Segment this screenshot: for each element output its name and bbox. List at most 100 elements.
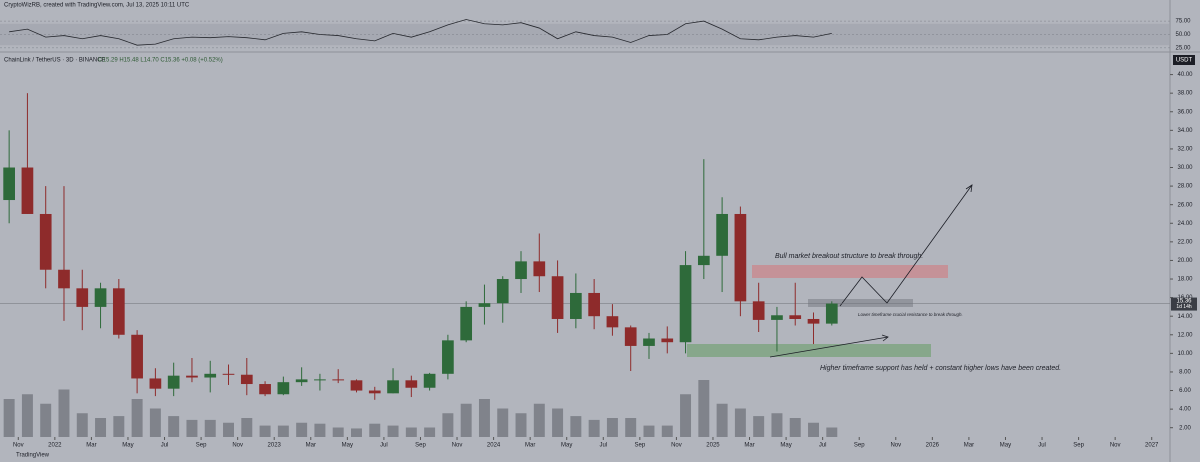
x-tick-label: Sep — [854, 443, 865, 449]
candle-body — [186, 375, 198, 378]
rsi-tick-label: 75.00 — [1175, 19, 1191, 25]
candle-body — [771, 315, 783, 320]
x-tick-label: Jul — [380, 443, 388, 449]
x-tick-label: Sep — [196, 443, 207, 449]
y-tick-label: 28.00 — [1177, 184, 1193, 190]
volume-bar — [21, 394, 33, 437]
candle-body — [697, 255, 710, 266]
candle-body — [661, 338, 674, 343]
x-tick-label: 2024 — [487, 443, 501, 449]
annotation: Lower timeframe crucial resistance to br… — [858, 312, 963, 317]
y-tick-label: 12.00 — [1177, 332, 1193, 338]
volume-bar — [277, 425, 289, 437]
x-tick-label: Jul — [1038, 443, 1046, 449]
y-tick-label: 10.00 — [1177, 351, 1193, 357]
candle-body — [551, 276, 564, 319]
volume-bar — [680, 394, 692, 437]
x-tick-label: 2027 — [1145, 443, 1159, 449]
volume-bar — [606, 418, 618, 437]
volume-bar — [789, 418, 801, 437]
rsi-tick-label: 25.00 — [1175, 45, 1191, 51]
rsi-line — [9, 19, 832, 46]
candle-body — [368, 390, 381, 394]
y-tick-label: 22.00 — [1177, 239, 1193, 245]
watermark-text: TradingView — [16, 453, 50, 459]
candle-body — [515, 261, 527, 280]
volume-bar — [570, 416, 582, 437]
volume-bar — [259, 425, 271, 437]
candle-body — [588, 292, 600, 317]
volume-bar — [3, 399, 15, 437]
volume-bar — [131, 399, 143, 437]
volume-bar — [588, 419, 600, 437]
candle-body — [39, 213, 52, 270]
candle-body — [94, 288, 107, 307]
volume-bar — [95, 418, 107, 437]
volume-bar — [497, 408, 509, 437]
candle-body — [332, 379, 345, 381]
volume-bar — [753, 416, 765, 437]
x-tick-label: May — [780, 443, 791, 449]
candle-body — [825, 303, 838, 324]
x-tick-label: Jul — [161, 443, 169, 449]
volume-bar — [314, 423, 326, 437]
volume-bar — [76, 413, 88, 437]
volume-bar — [698, 380, 710, 437]
volume-bar — [332, 427, 344, 437]
volume-bar — [442, 413, 454, 437]
volume-bar — [296, 422, 308, 437]
candle-body — [442, 340, 454, 374]
volume-bar — [387, 425, 399, 437]
x-tick-label: May — [122, 443, 133, 449]
x-tick-label: 2025 — [706, 443, 720, 449]
candle-body — [222, 373, 235, 375]
ohlc-readout: O15.29 H15.48 L14.70 C15.36 +0.08 (+0.52… — [98, 58, 223, 64]
x-tick-label: Mar — [525, 443, 535, 449]
last-price-tag — [1171, 297, 1197, 311]
volume-bar — [716, 403, 728, 437]
volume-bar — [661, 425, 673, 437]
x-tick-label: 2026 — [926, 443, 940, 449]
candle-body — [496, 279, 509, 304]
volume-bar — [771, 413, 783, 437]
watermark: TradingView — [16, 453, 50, 459]
header: CryptoWizRB, created with TradingView.co… — [4, 3, 190, 9]
candle-body — [131, 334, 143, 379]
candle-body — [167, 375, 180, 389]
volume-bar — [478, 399, 490, 437]
candle-body — [259, 384, 271, 395]
x-tick-label: Mar — [86, 443, 96, 449]
candle-body — [350, 380, 363, 391]
candle-body — [58, 269, 70, 289]
candle-body — [112, 288, 125, 335]
volume-bar — [369, 423, 381, 437]
volume-bar — [808, 422, 819, 437]
candle-body — [716, 213, 728, 256]
annotation: Higher timeframe support has held + cons… — [820, 365, 1061, 372]
candle-body — [3, 167, 15, 201]
x-tick-label: 2023 — [268, 443, 282, 449]
volume-bar — [223, 422, 234, 437]
y-tick-label: 32.00 — [1177, 147, 1193, 153]
volume-bar — [533, 403, 545, 437]
volume-bar — [204, 419, 216, 437]
candle-body — [533, 261, 546, 277]
volume-bar — [241, 418, 253, 437]
currency: USDT — [1176, 58, 1193, 64]
x-tick-label: May — [1000, 443, 1011, 449]
last-price: 15.36 — [1176, 299, 1192, 305]
y-tick-label: 20.00 — [1177, 258, 1193, 264]
volume-bar — [625, 418, 637, 437]
ltf-resistance-zone — [808, 299, 913, 307]
candle-body — [807, 318, 820, 324]
candle-body — [277, 382, 290, 395]
x-tick-label: Jul — [599, 443, 607, 449]
x-tick-label: Nov — [890, 443, 901, 449]
volume-bar — [826, 427, 838, 437]
annotation: Bull market breakout structure to break … — [775, 253, 923, 260]
candle-body — [752, 301, 765, 320]
candle-body — [76, 288, 89, 307]
volume-bar — [643, 425, 655, 437]
